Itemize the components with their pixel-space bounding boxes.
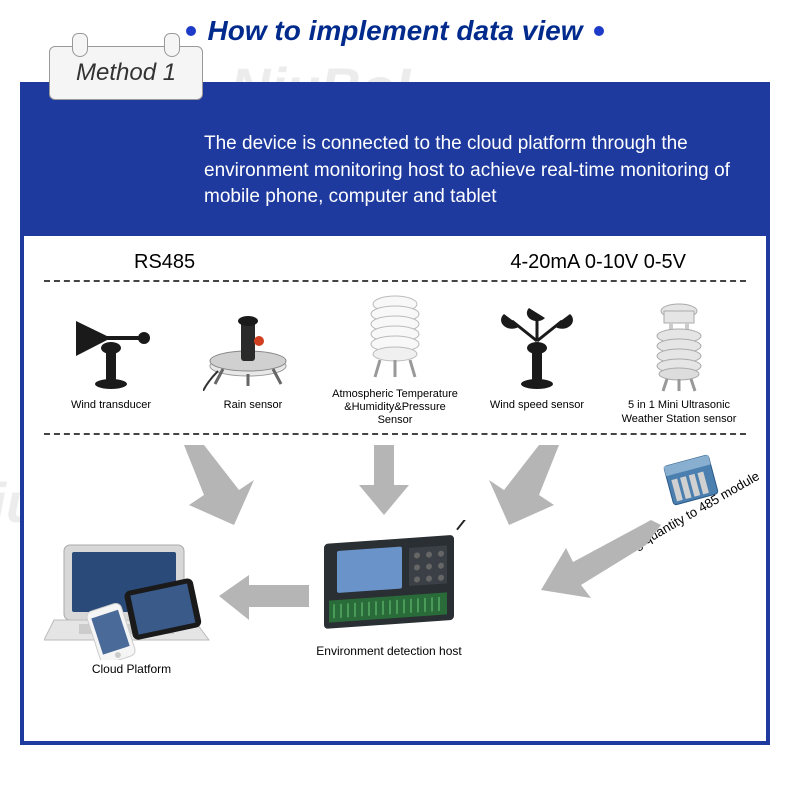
diagram-area: RS485 4-20mA 0-10V 0-5V Wind transdu — [24, 236, 766, 741]
sensor-ultrasonic: 5 in 1 Mini Ultrasonic Weather Station s… — [612, 303, 746, 427]
cloud-platform-node: Cloud Platform — [44, 530, 219, 676]
protocol-left: RS485 — [134, 251, 195, 274]
sensor-wind-transducer: Wind transducer — [44, 303, 178, 427]
rain-sensor-icon — [203, 303, 303, 393]
description-band: The device is connected to the cloud pla… — [24, 86, 766, 236]
arrow-left-icon — [219, 575, 309, 625]
main-container: Method 1 The device is connected to the … — [20, 82, 770, 745]
flow-diagram: Analog quantity to 485 module — [44, 445, 746, 705]
bullet-right — [594, 26, 604, 36]
host-icon — [309, 520, 469, 640]
dash-divider — [44, 433, 746, 435]
sensor-label: Rain sensor — [224, 399, 283, 427]
arrow-down-icon — [354, 445, 414, 515]
bullet-left — [186, 26, 196, 36]
method-label: Method 1 — [76, 59, 176, 86]
sensor-rain: Rain sensor — [186, 303, 320, 427]
dash-divider — [44, 280, 746, 282]
arrow-down-icon — [174, 445, 254, 525]
devices-icon — [44, 530, 219, 660]
protocol-right: 4-20mA 0-10V 0-5V — [510, 251, 686, 274]
arrow-down-icon — [489, 445, 569, 525]
sensor-label: Wind speed sensor — [490, 399, 584, 427]
cloud-label: Cloud Platform — [44, 662, 219, 676]
ultrasonic-shield-icon — [639, 303, 719, 393]
host-node: Environment detection host — [309, 520, 469, 658]
sensor-label: Atmospheric Temperature &Humidity&Pressu… — [328, 388, 462, 428]
sensor-atmospheric: Atmospheric Temperature &Humidity&Pressu… — [328, 292, 462, 428]
radiation-shield-icon — [355, 292, 435, 382]
host-label: Environment detection host — [309, 644, 469, 658]
description-text: The device is connected to the cloud pla… — [204, 131, 736, 211]
sensors-row: Wind transducer — [44, 292, 746, 428]
page-title: How to implement data view — [208, 15, 583, 47]
method-tab: Method 1 — [49, 46, 203, 100]
wind-vane-icon — [66, 303, 156, 393]
arrow-left-icon — [541, 520, 661, 600]
sensor-label: Wind transducer — [71, 399, 151, 427]
anemometer-icon — [492, 303, 582, 393]
sensor-wind-speed: Wind speed sensor — [470, 303, 604, 427]
sensor-label: 5 in 1 Mini Ultrasonic Weather Station s… — [612, 399, 746, 427]
protocol-row: RS485 4-20mA 0-10V 0-5V — [44, 251, 746, 274]
